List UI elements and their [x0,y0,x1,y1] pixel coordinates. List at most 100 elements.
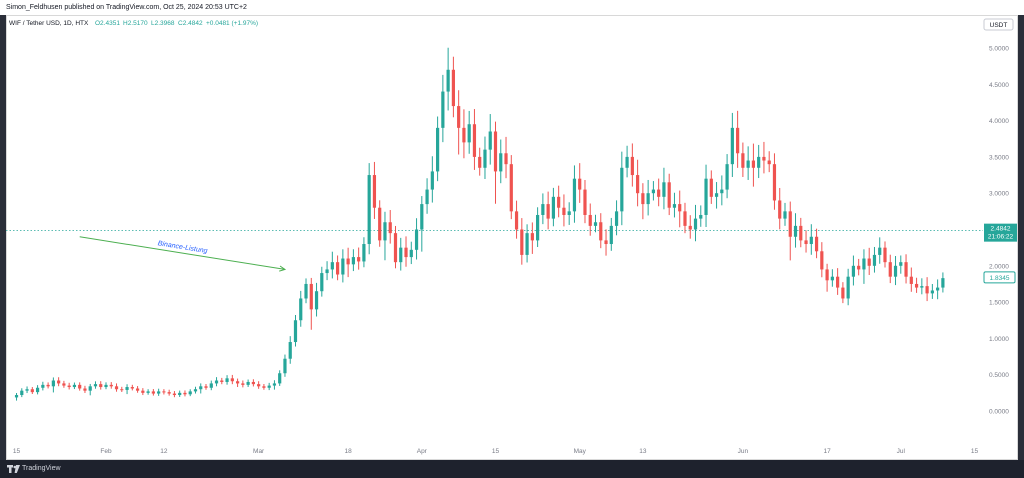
candle-body[interactable] [162,391,166,393]
candle-body[interactable] [941,278,945,288]
candle-body[interactable] [704,178,708,215]
candle-body[interactable] [309,283,313,310]
candle-body[interactable] [299,298,303,321]
candle-body[interactable] [920,286,924,288]
candle-body[interactable] [867,258,871,266]
candle-body[interactable] [425,189,429,205]
candle-body[interactable] [383,222,387,241]
candle-body[interactable] [836,276,840,288]
annotation-arrow-line[interactable] [79,236,286,270]
candle-body[interactable] [567,211,571,215]
candle-body[interactable] [914,283,919,288]
candle-body[interactable] [514,211,519,230]
candle-body[interactable] [762,156,766,161]
candle-body[interactable] [304,283,308,299]
candle-body[interactable] [220,380,224,382]
candle-body[interactable] [14,395,19,398]
candle-body[interactable] [225,378,229,382]
candle-body[interactable] [493,131,498,172]
candle-body[interactable] [288,342,292,359]
candle-body[interactable] [199,386,203,390]
candle-body[interactable] [414,229,419,250]
candle-body[interactable] [625,156,629,168]
candle-body[interactable] [793,225,798,237]
candle-body[interactable] [362,244,366,262]
candle-body[interactable] [767,160,771,165]
candle-body[interactable] [204,386,208,388]
candle-body[interactable] [293,320,298,343]
candle-body[interactable] [662,182,666,197]
candle-body[interactable] [651,189,656,194]
candle-body[interactable] [141,390,145,393]
candle-body[interactable] [909,276,913,284]
candle-body[interactable] [20,390,24,396]
candle-body[interactable] [693,218,698,230]
candle-body[interactable] [504,153,508,165]
candle-body[interactable] [730,127,734,165]
candle-body[interactable] [183,392,187,395]
chart-panel[interactable] [6,15,1018,460]
candle-body[interactable] [509,164,513,212]
candle-body[interactable] [714,193,719,197]
candle-body[interactable] [578,178,582,190]
candle-body[interactable] [278,373,282,384]
candle-body[interactable] [620,167,624,212]
candle-body[interactable] [467,124,471,143]
candle-body[interactable] [78,384,82,389]
candle-body[interactable] [799,225,803,241]
candle-body[interactable] [399,247,403,263]
currency-box[interactable] [983,18,1014,31]
candle-body[interactable] [830,276,834,281]
candle-body[interactable] [167,392,171,394]
candle-body[interactable] [525,233,529,255]
candle-body[interactable] [120,389,124,391]
candle-body[interactable] [314,291,319,310]
candle-body[interactable] [488,131,492,150]
candle-body[interactable] [636,175,640,194]
candle-body[interactable] [330,262,334,270]
candle-body[interactable] [230,378,234,382]
candle-body[interactable] [472,124,477,157]
candle-body[interactable] [804,240,808,245]
candle-body[interactable] [409,249,413,258]
candle-body[interactable] [146,391,150,393]
candle-body[interactable] [30,389,34,393]
candle-body[interactable] [872,254,877,266]
candle-body[interactable] [257,384,261,387]
candle-body[interactable] [99,384,103,388]
candle-body[interactable] [857,265,861,270]
candle-body[interactable] [188,391,192,395]
candle-body[interactable] [272,383,277,386]
candle-body[interactable] [925,286,929,294]
candle-body[interactable] [393,233,398,263]
candle-body[interactable] [641,193,645,205]
candle-body[interactable] [657,189,661,197]
candle-body[interactable] [72,384,77,388]
candle-body[interactable] [593,222,598,226]
candle-body[interactable] [899,262,903,266]
candle-body[interactable] [57,380,61,384]
candle-body[interactable] [114,386,119,390]
candle-body[interactable] [536,214,540,241]
candle-body[interactable] [736,127,740,154]
candle-body[interactable] [541,204,545,215]
candle-body[interactable] [357,257,361,262]
candle-body[interactable] [346,258,350,265]
candle-body[interactable] [109,384,113,387]
candle-body[interactable] [646,193,650,205]
candle-body[interactable] [825,269,829,281]
candle-body[interactable] [936,287,940,291]
candle-body[interactable] [83,388,87,391]
candle-body[interactable] [814,236,819,252]
candle-body[interactable] [320,273,324,292]
candle-body[interactable] [388,222,392,234]
candle-body[interactable] [246,381,250,385]
candle-body[interactable] [530,233,534,241]
candle-body[interactable] [241,383,245,385]
candle-body[interactable] [725,164,729,190]
candle-body[interactable] [446,69,450,92]
candle-body[interactable] [783,211,787,219]
candle-body[interactable] [451,69,455,107]
candle-body[interactable] [209,383,213,388]
candle-body[interactable] [35,387,40,393]
